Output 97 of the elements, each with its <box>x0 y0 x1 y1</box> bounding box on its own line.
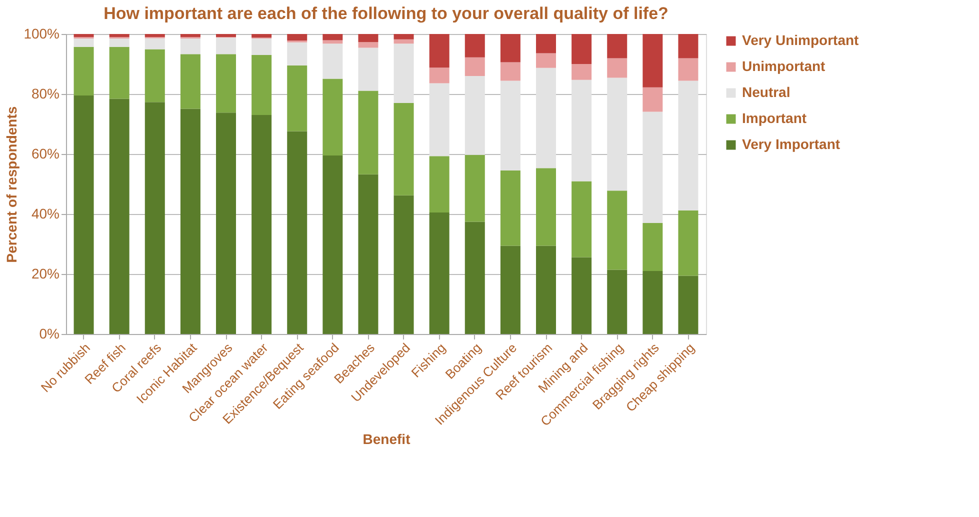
bar <box>358 34 378 42</box>
bar <box>109 38 130 47</box>
bar <box>180 54 200 109</box>
bar <box>144 49 165 102</box>
bar <box>252 115 272 334</box>
bar <box>500 34 520 62</box>
bar <box>536 53 556 68</box>
bar <box>678 58 698 81</box>
y-tick-label: 100% <box>24 26 60 42</box>
bar <box>180 34 200 37</box>
bar <box>572 181 592 258</box>
bar <box>109 46 130 99</box>
bar <box>607 270 628 334</box>
bar <box>74 46 94 96</box>
bar <box>678 80 698 210</box>
bar <box>287 34 308 41</box>
bar <box>216 112 236 334</box>
bar <box>287 66 308 132</box>
bar <box>429 83 450 156</box>
legend-label: Unimportant <box>742 58 826 74</box>
bar <box>572 34 592 64</box>
bar <box>429 212 450 334</box>
bar <box>500 80 520 170</box>
legend-label: Very Important <box>742 136 840 152</box>
bar <box>287 131 308 334</box>
bar <box>607 78 628 191</box>
y-tick-label: 60% <box>31 146 60 162</box>
bar <box>464 154 485 222</box>
bar <box>678 210 698 276</box>
bar <box>536 68 556 168</box>
bar <box>322 40 343 44</box>
legend-label: Very Unimportant <box>742 32 860 48</box>
bar <box>464 76 485 155</box>
bar <box>500 246 520 334</box>
bar <box>429 34 450 68</box>
bar <box>536 168 556 246</box>
bar <box>572 257 592 334</box>
bar <box>358 174 378 334</box>
bar <box>464 34 485 58</box>
bar <box>322 78 343 156</box>
bar <box>500 62 520 81</box>
bar <box>144 38 165 50</box>
legend-label: Important <box>742 110 807 126</box>
bar <box>322 34 343 40</box>
bar <box>252 55 272 115</box>
bar <box>642 112 663 223</box>
bar <box>642 271 663 334</box>
bar <box>287 42 308 66</box>
bar <box>572 64 592 80</box>
bar <box>252 38 272 55</box>
legend-label: Neutral <box>742 84 790 100</box>
bar <box>74 96 94 334</box>
bar <box>394 44 414 103</box>
bar <box>109 98 130 334</box>
bar <box>358 48 378 91</box>
bar <box>109 34 130 37</box>
bar <box>394 39 414 44</box>
bar <box>74 34 94 37</box>
bar <box>642 223 663 271</box>
bar <box>394 34 414 40</box>
bar <box>394 103 414 196</box>
bar <box>500 170 520 246</box>
bar <box>464 57 485 76</box>
bar <box>536 246 556 334</box>
bar <box>429 156 450 212</box>
y-tick-label: 40% <box>31 206 60 222</box>
bar <box>464 222 485 334</box>
bar <box>642 34 663 88</box>
bar <box>429 68 450 84</box>
bar <box>607 58 628 78</box>
bar <box>216 38 236 54</box>
bar <box>536 34 556 54</box>
bar <box>358 90 378 174</box>
y-tick-label: 20% <box>31 266 60 282</box>
bar <box>607 34 628 58</box>
chart-title: How important are each of the following to your overall quality of life? <box>104 4 668 23</box>
bar <box>252 34 272 38</box>
bar <box>180 108 200 334</box>
bar <box>144 34 165 37</box>
bar <box>180 38 200 54</box>
bar <box>216 34 236 37</box>
bar <box>322 156 343 334</box>
bar <box>322 44 343 79</box>
y-tick-label: 80% <box>31 86 60 102</box>
x-axis-title: Benefit <box>362 430 411 447</box>
bar <box>358 42 378 48</box>
bar <box>607 190 628 270</box>
y-tick-label: 0% <box>39 326 60 342</box>
bar <box>394 195 414 334</box>
bar <box>216 54 236 113</box>
bar <box>642 87 663 112</box>
bar <box>144 102 165 334</box>
bar <box>678 276 698 334</box>
bar <box>74 38 94 47</box>
bar <box>572 80 592 182</box>
y-axis-title: Percent of respondents <box>4 106 20 263</box>
bar <box>678 34 698 58</box>
